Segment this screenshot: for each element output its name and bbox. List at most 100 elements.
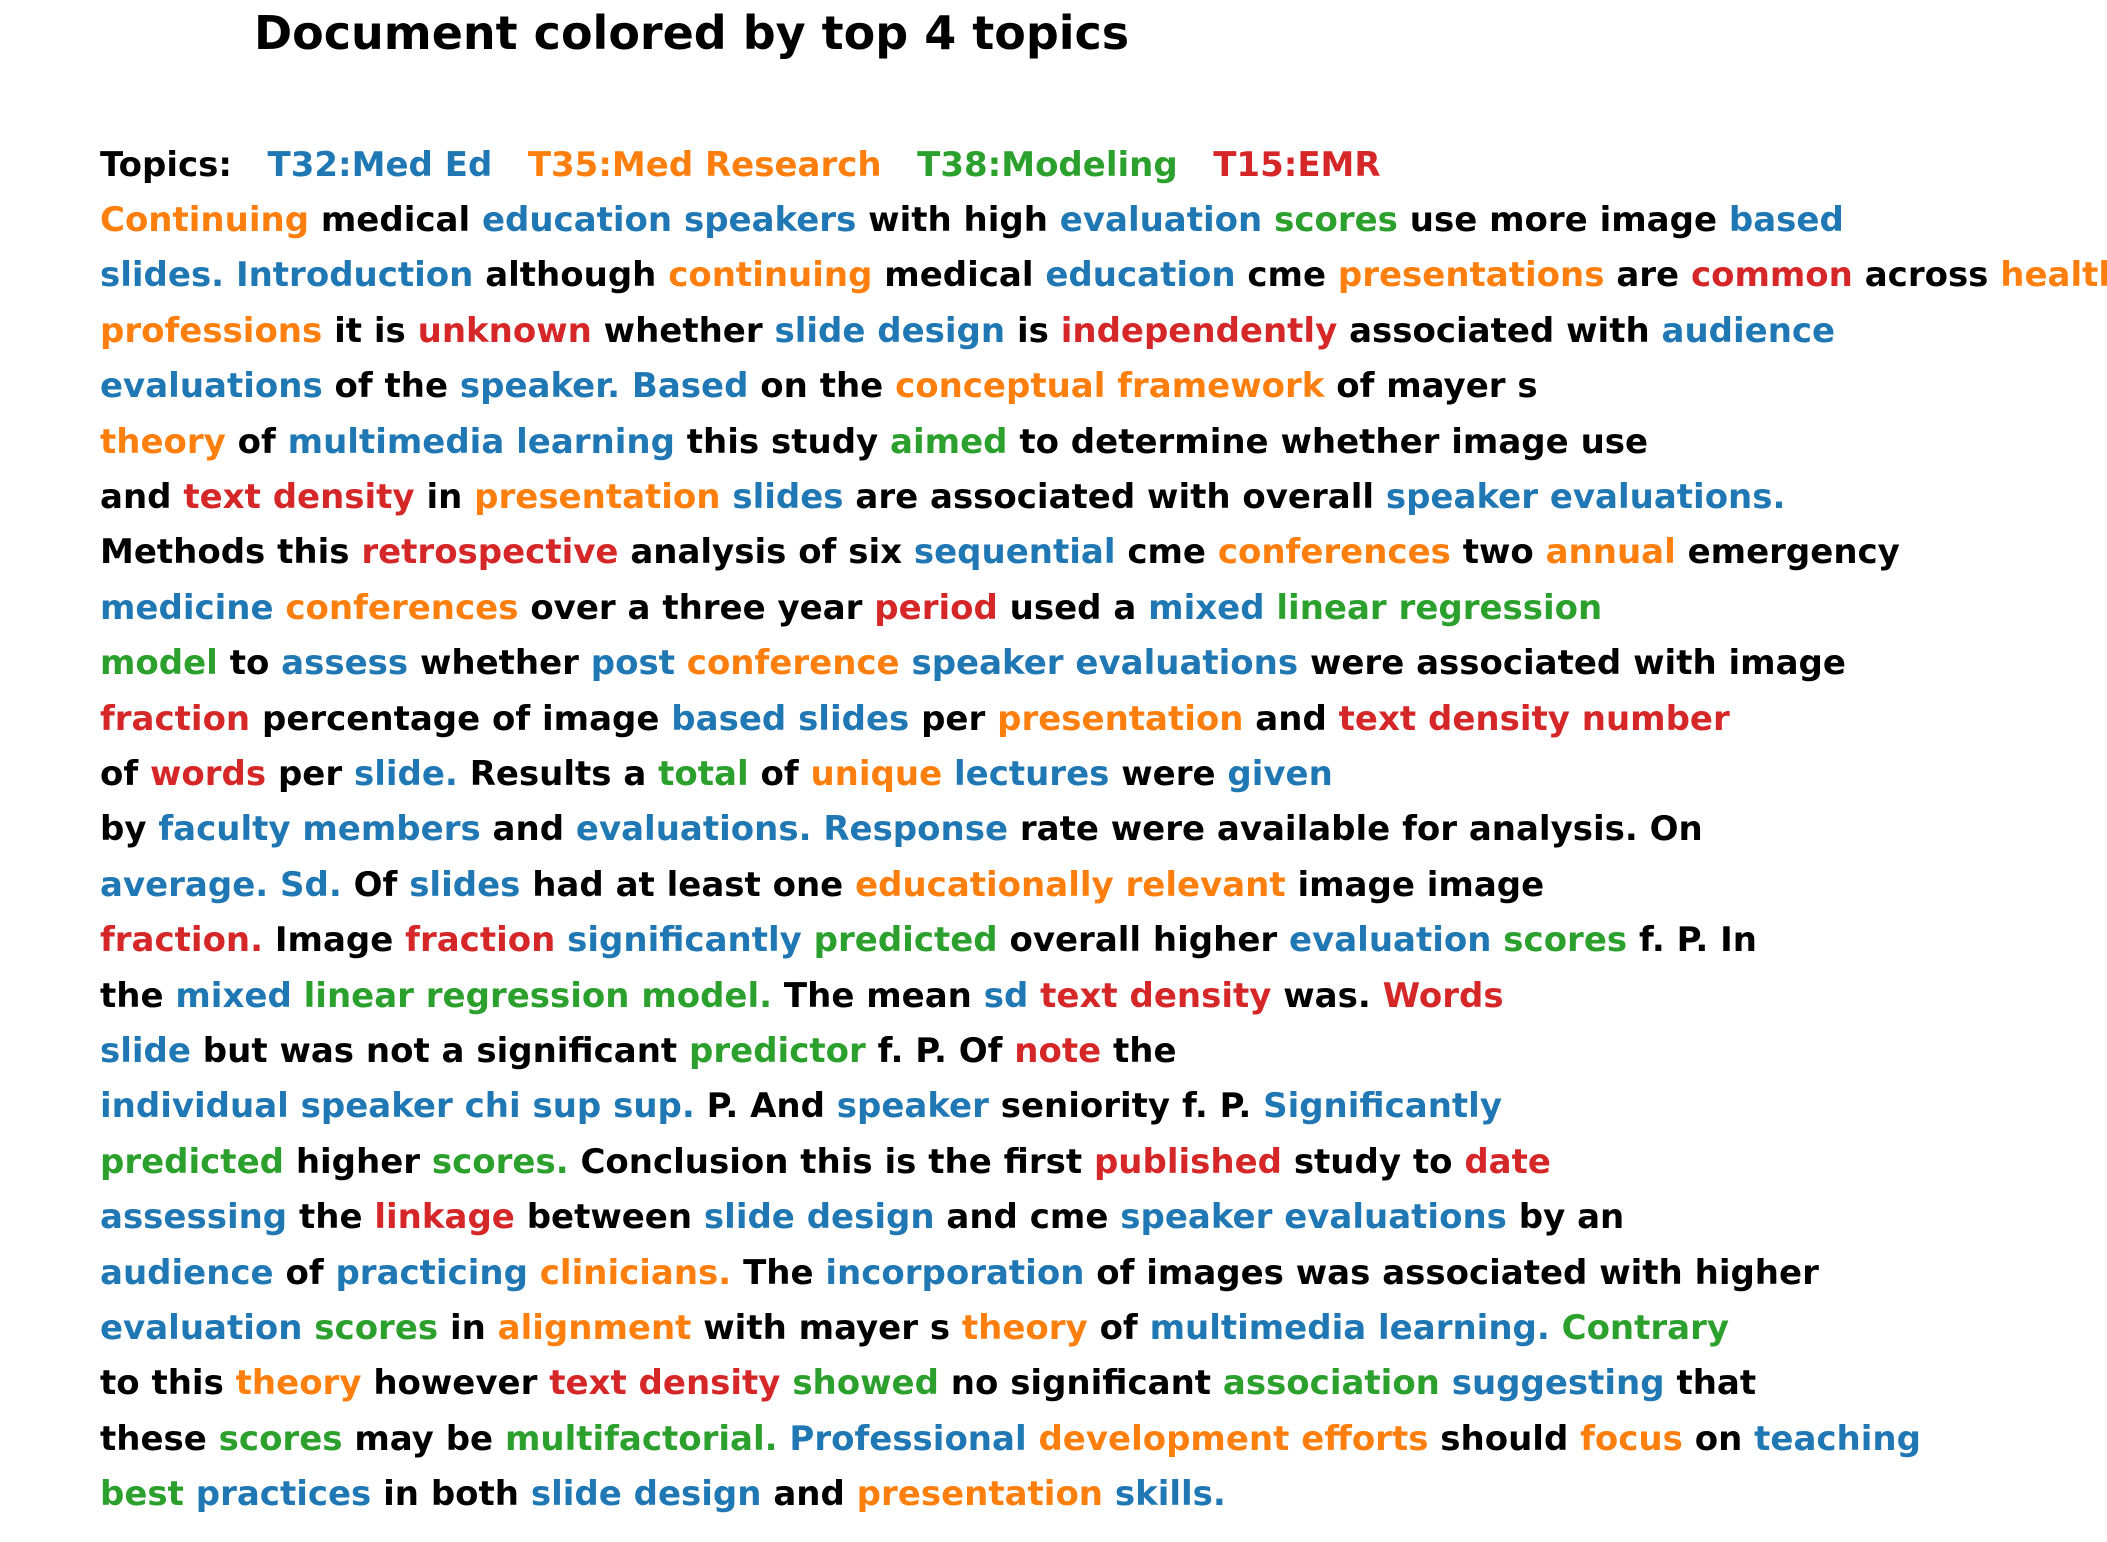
document-line: these scores may be multifactorial. Prof… xyxy=(100,1419,1921,1460)
word: emergency xyxy=(1687,532,1900,573)
word: higher xyxy=(295,1141,421,1182)
word: analysis. xyxy=(1468,809,1638,850)
word: whether xyxy=(603,310,763,351)
document-line: individual speaker chi sup sup. P. And s… xyxy=(100,1086,1502,1127)
word-topic-t35: conferences xyxy=(285,587,519,628)
word-topic-t15: note xyxy=(1014,1031,1102,1071)
document-line: to this theory however text density show… xyxy=(100,1363,1756,1404)
word: least xyxy=(666,864,761,905)
word-topic-t35: Continuing xyxy=(100,200,310,240)
word: image xyxy=(1451,421,1569,462)
word-topic-t32: based xyxy=(1728,200,1844,240)
word-topic-t38: regression xyxy=(1398,587,1603,628)
word-topic-t15: period xyxy=(874,587,998,628)
word: significant xyxy=(1010,1363,1212,1404)
word: that xyxy=(1676,1363,1757,1404)
word: seniority xyxy=(1000,1086,1171,1127)
word: of xyxy=(760,754,799,794)
document-line: evaluation scores in alignment with maye… xyxy=(100,1308,1729,1349)
word: the xyxy=(384,366,449,407)
word: year xyxy=(777,587,863,628)
legend-topic-t32: T32:Med Ed xyxy=(267,145,493,185)
word-topic-t15: words xyxy=(150,754,267,794)
word-topic-t32: members xyxy=(302,809,481,850)
word-topic-t32: practicing xyxy=(335,1252,528,1293)
word: high xyxy=(963,200,1048,240)
word-topic-t38: total xyxy=(658,754,749,794)
word: higher xyxy=(1694,1252,1819,1293)
word: P. xyxy=(1219,1086,1252,1127)
word: of xyxy=(1099,1308,1138,1348)
word-topic-t35: conceptual xyxy=(895,366,1106,407)
word-topic-t15: common xyxy=(1690,255,1853,296)
word-topic-t15: independently xyxy=(1060,310,1338,351)
word-topic-t32: based xyxy=(671,698,787,739)
word: had xyxy=(532,864,604,905)
word: and xyxy=(773,1474,845,1515)
word-topic-t32: average. xyxy=(100,864,269,905)
word-topic-t32: given xyxy=(1227,754,1333,794)
word-topic-t35: focus xyxy=(1580,1418,1683,1459)
document-line: fraction percentage of image based slide… xyxy=(100,699,1730,740)
word: images xyxy=(1146,1252,1284,1293)
word: cme xyxy=(1127,532,1206,573)
document-line: slides. Introduction although continuing… xyxy=(100,255,2107,296)
word-topic-t35: continuing xyxy=(668,255,873,296)
word-topic-t38: aimed xyxy=(890,421,1008,462)
word-topic-t32: post xyxy=(590,643,675,684)
word: image xyxy=(1599,200,1718,240)
word: however xyxy=(373,1363,538,1404)
word: medical xyxy=(320,200,471,240)
word-topic-t32: audience xyxy=(100,1252,274,1293)
word: with xyxy=(1147,477,1231,517)
word: mean xyxy=(866,975,972,1016)
word: a xyxy=(441,1031,465,1071)
word-topic-t38: predicted xyxy=(100,1141,284,1182)
word: should xyxy=(1440,1418,1569,1459)
document-line: professions it is unknown whether slide … xyxy=(100,311,1835,352)
word: the xyxy=(100,975,164,1016)
word: cme xyxy=(1247,255,1327,296)
word: both xyxy=(430,1474,519,1515)
word-topic-t32: Based xyxy=(631,366,749,407)
word: In xyxy=(1720,920,1757,961)
word: it xyxy=(334,310,363,351)
word-topic-t15: density xyxy=(1427,698,1570,739)
word: were xyxy=(1309,643,1405,684)
word: over xyxy=(530,587,616,628)
word-topic-t35: framework xyxy=(1117,366,1325,407)
word-topic-t32: design xyxy=(633,1474,762,1515)
word: was. xyxy=(1283,975,1371,1016)
word: analysis xyxy=(630,532,787,573)
word: and xyxy=(100,477,172,517)
word: of xyxy=(237,421,276,462)
word: f. xyxy=(1181,1086,1208,1127)
word-topic-t35: theory xyxy=(961,1308,1088,1348)
word-topic-t32: education xyxy=(481,200,673,240)
word-topic-t15: unknown xyxy=(417,310,592,351)
word: significant xyxy=(476,1031,678,1071)
document-line: Continuing medical education speakers wi… xyxy=(100,200,1844,241)
word-topic-t15: number xyxy=(1581,698,1730,739)
word: of xyxy=(334,366,373,407)
word-topic-t35: presentations xyxy=(1337,255,1605,296)
word-topic-t35: alignment xyxy=(497,1308,692,1348)
word-topic-t38: predicted xyxy=(813,920,998,961)
word-topic-t15: linkage xyxy=(374,1197,515,1238)
word-topic-t32: evaluations xyxy=(1075,643,1299,684)
word-topic-t35: efforts xyxy=(1301,1418,1429,1459)
word-topic-t15: density xyxy=(272,477,415,517)
word: Of xyxy=(958,1031,1003,1071)
word: On xyxy=(1649,809,1703,850)
topics-legend: Topics: T32:Med Ed T35:Med Research T38:… xyxy=(100,145,1381,186)
word: between xyxy=(526,1197,693,1238)
word-topic-t32: speakers xyxy=(683,200,857,240)
word-topic-t38: scores xyxy=(1503,920,1628,961)
word: six xyxy=(848,532,903,573)
word-topic-t38: model. xyxy=(641,975,773,1016)
word-topic-t35: professions xyxy=(100,310,323,351)
word: s xyxy=(1517,366,1538,407)
word-topic-t32: speaker xyxy=(1385,477,1538,517)
word: this xyxy=(800,1141,873,1182)
word: percentage xyxy=(261,698,481,739)
